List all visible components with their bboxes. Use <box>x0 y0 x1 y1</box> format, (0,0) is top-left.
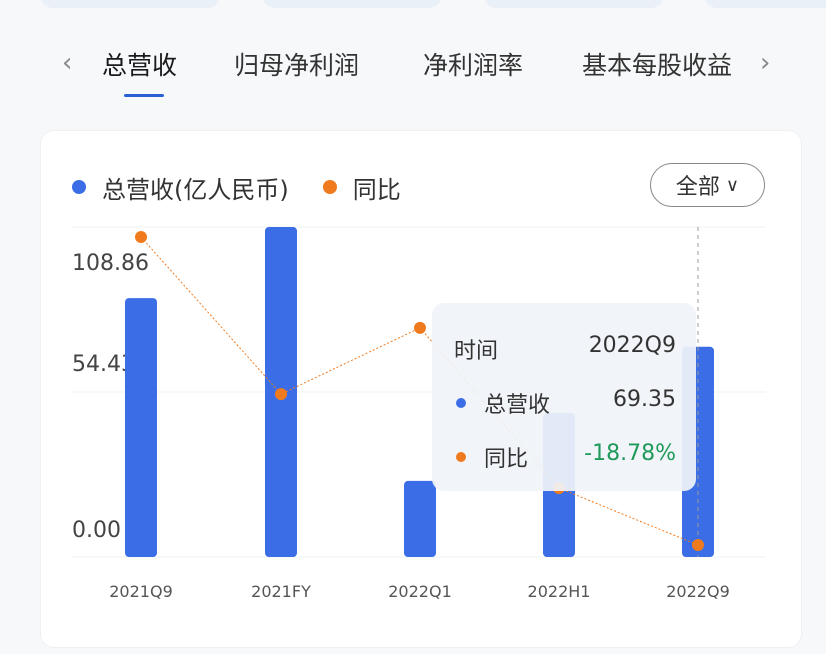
top-pill-2[interactable] <box>262 0 442 8</box>
tab-eps[interactable]: 基本每股收益 <box>582 51 733 80</box>
x-tick-label: 2022H1 <box>528 582 591 601</box>
tooltip-revenue-label: 总营收 <box>484 393 551 418</box>
yoy-point-2021Q9 <box>135 231 147 243</box>
tooltip-revenue-value: 69.35 <box>613 387 676 412</box>
tooltip-yoy-label: 同比 <box>484 447 529 472</box>
tooltip-revenue-row: 总营收 69.35 <box>432 387 696 418</box>
legend-line-dot-icon <box>322 180 337 194</box>
tooltip-yoy-dot-icon <box>456 452 466 462</box>
bar-2022Q1 <box>404 480 436 557</box>
tooltip-revenue-dot-icon <box>456 398 466 408</box>
chevron-down-icon: ∨ <box>725 174 740 196</box>
legend-line-label: 同比 <box>352 175 401 204</box>
yoy-point-2022Q9 <box>692 539 704 551</box>
tab-total-revenue[interactable]: 总营收 <box>102 51 178 80</box>
active-tab-indicator <box>124 94 164 97</box>
tab-net-margin[interactable]: 净利润率 <box>423 51 524 80</box>
x-tick-label: 2022Q1 <box>388 582 452 601</box>
chevron-left-icon[interactable]: ‹ <box>62 48 73 78</box>
chart-legend: 总营收(亿人民币) 同比 <box>72 172 401 204</box>
tab-eps-clip: 基本每股收益 <box>580 30 738 100</box>
range-dropdown[interactable]: 全部 ∨ <box>650 163 765 207</box>
legend-bar-dot-icon <box>72 180 86 194</box>
top-pill-3[interactable] <box>484 0 664 8</box>
range-dropdown-label: 全部 <box>675 175 720 200</box>
legend-bar-label: 总营收(亿人民币) <box>102 175 289 204</box>
top-pill-1[interactable] <box>40 0 220 8</box>
x-tick-label: 2021Q9 <box>109 582 173 601</box>
bar-2021Q9 <box>125 298 157 557</box>
tooltip-time-row: 时间 2022Q9 <box>432 333 696 364</box>
chart-tooltip: 时间 2022Q9 总营收 69.35 同比 -18.78% <box>432 303 696 491</box>
tooltip-time-value: 2022Q9 <box>588 333 676 358</box>
x-tick-label: 2022Q9 <box>666 582 730 601</box>
tab-net-profit[interactable]: 归母净利润 <box>234 51 360 80</box>
x-tick-label: 2021FY <box>251 582 311 601</box>
tooltip-time-label: 时间 <box>454 339 499 364</box>
y-tick-label: 0.00 <box>72 518 121 543</box>
y-tick-label: 54.43 <box>72 352 135 377</box>
yoy-point-2022Q1 <box>414 321 426 334</box>
tooltip-yoy-row: 同比 -18.78% <box>432 441 696 472</box>
y-tick-label: 108.86 <box>72 251 149 276</box>
top-pill-4[interactable] <box>704 0 826 8</box>
tooltip-yoy-value: -18.78% <box>584 441 676 466</box>
chevron-right-icon[interactable]: › <box>760 48 771 78</box>
yoy-point-2021FY <box>275 388 287 401</box>
metric-tabs: ‹ 总营收 归母净利润 净利润率 基本每股收益 › <box>0 30 826 100</box>
